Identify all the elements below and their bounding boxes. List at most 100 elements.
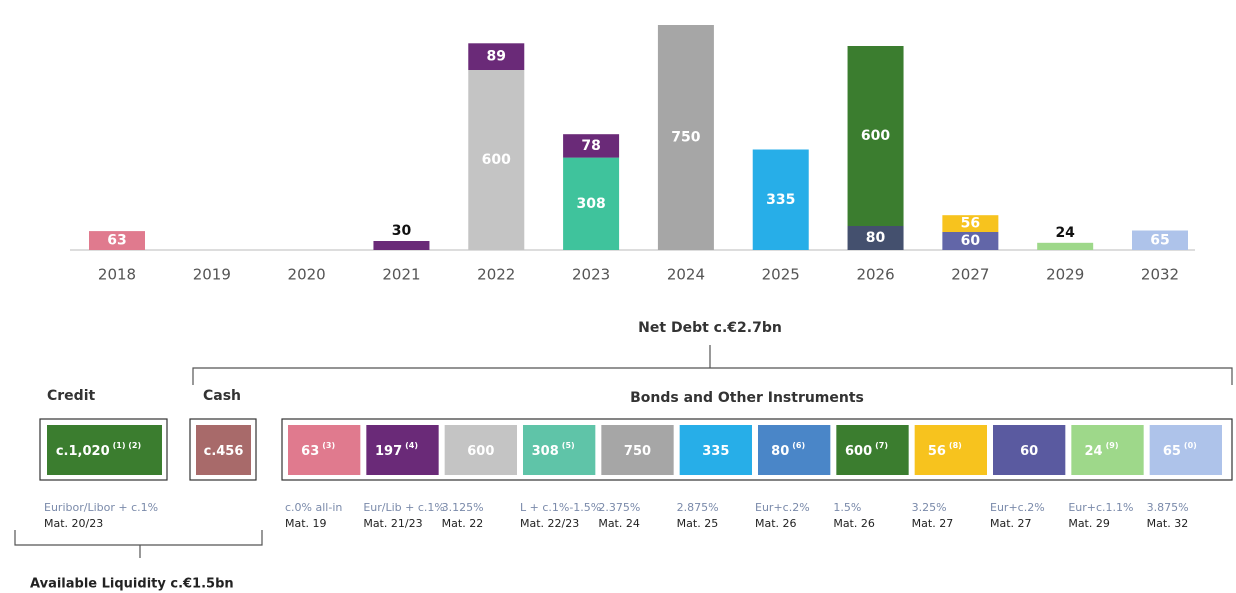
data-label: 750 (671, 130, 700, 146)
data-label: 600 (861, 128, 890, 144)
instrument-maturity: Mat. 25 (677, 517, 719, 530)
instrument-box (993, 425, 1066, 475)
instrument-value: 335 (702, 444, 729, 459)
instrument-value-text: 65 (1163, 444, 1181, 459)
x-tick-label: 2023 (572, 266, 610, 284)
bar-segment (468, 43, 525, 70)
credit-frame (39, 418, 168, 481)
data-label: 56 (961, 216, 980, 232)
liquidity-brace (14, 530, 263, 558)
instrument-rate: Eur+c.2% (755, 501, 810, 514)
instrument-rate: 2.875% (677, 501, 719, 514)
instrument-value-text: 24 (1085, 444, 1103, 459)
bar-segment (847, 46, 904, 226)
bar-segment (847, 226, 904, 250)
data-label: 78 (581, 138, 600, 154)
instrument-value: 308 (5) (532, 441, 575, 459)
bar-segment (563, 157, 620, 250)
instrument-value: 56 (8) (928, 441, 962, 459)
instrument-box (196, 425, 251, 475)
instrument-rate: 1.5% (833, 501, 861, 514)
instrument-rate: Euribor/Libor + c.1% (44, 501, 158, 514)
data-label: 335 (766, 192, 795, 208)
instrument-box (288, 425, 361, 475)
instrument-note: (9) (1106, 441, 1119, 450)
instrument-box (836, 425, 909, 475)
instrument-value: 600 (7) (845, 441, 888, 459)
instrument-box (366, 425, 439, 475)
data-label: 60 (961, 233, 981, 249)
x-tick-label: 2018 (98, 266, 136, 284)
instrument-value: 65 (0) (1163, 441, 1197, 459)
data-label: 80 (866, 230, 886, 246)
data-label: 600 (482, 152, 511, 168)
bar-segment (89, 231, 145, 250)
instrument-box (914, 425, 987, 475)
instrument-value-text: 750 (624, 444, 651, 459)
instrument-value: c.1,020 (1) (2) (56, 441, 141, 459)
instrument-maturity: Mat. 21/23 (363, 517, 422, 530)
bar-segment (468, 70, 525, 250)
instrument-value: 750 (624, 444, 651, 459)
instrument-rate: Eur/Lib + c.1% (363, 501, 445, 514)
instrument-value: c.456 (204, 444, 244, 459)
instrument-value: 63 (3) (301, 441, 335, 459)
instrument-value-text: 600 (845, 444, 872, 459)
x-tick-label: 2032 (1141, 266, 1179, 284)
bar-segment (1132, 230, 1188, 250)
instrument-note: (4) (405, 441, 418, 450)
x-tick-label: 2024 (667, 266, 705, 284)
instrument-rate: L + c.1%-1.5% (520, 501, 601, 514)
instrument-value-text: c.456 (204, 444, 244, 459)
bar-segment (752, 149, 809, 250)
x-tick-label: 2020 (288, 266, 326, 284)
bar-segment (563, 134, 620, 158)
instrument-value: 600 (467, 444, 494, 459)
instrument-box (523, 425, 596, 475)
instrument-value: 80 (6) (771, 441, 805, 459)
net-debt-label: Net Debt c.€2.7bn (638, 320, 782, 336)
instrument-value-text: 335 (702, 444, 729, 459)
net-debt-brace (192, 345, 1233, 385)
instrument-box (1149, 425, 1222, 475)
cash-title: Cash (203, 388, 241, 404)
instrument-rate: 3.25% (912, 501, 947, 514)
data-label: 308 (576, 196, 605, 212)
instrument-rate: 2.375% (598, 501, 640, 514)
instrument-rate: Eur+c.2% (990, 501, 1045, 514)
instrument-rate: c.0% all-in (285, 501, 342, 514)
instrument-note: (6) (792, 441, 805, 450)
instrument-value-text: 197 (375, 444, 402, 459)
cash-frame (189, 418, 257, 481)
bonds-title: Bonds and Other Instruments (630, 390, 864, 406)
x-tick-label: 2029 (1046, 266, 1084, 284)
instrument-value-text: 56 (928, 444, 946, 459)
data-label: 89 (487, 49, 506, 65)
bar-segment (942, 215, 999, 232)
data-label: 65 (1150, 232, 1169, 248)
bar-segment (657, 25, 714, 250)
data-label: 63 (107, 233, 126, 249)
instrument-note: (5) (562, 441, 575, 450)
bonds-frame (281, 418, 1233, 481)
instrument-note: (7) (875, 441, 888, 450)
bar-segment (1037, 242, 1094, 250)
instrument-box (47, 425, 162, 475)
liquidity-label: Available Liquidity c.€1.5bn (30, 577, 234, 592)
bar-segment (942, 232, 999, 250)
x-tick-label: 2026 (856, 266, 894, 284)
instrument-maturity: Mat. 22 (442, 517, 484, 530)
instrument-box (679, 425, 752, 475)
instrument-value-text: c.1,020 (56, 444, 110, 459)
x-tick-label: 2025 (762, 266, 800, 284)
instrument-value-text: 308 (532, 444, 559, 459)
instrument-rate: 3.875% (1147, 501, 1189, 514)
instrument-maturity: Mat. 26 (755, 517, 797, 530)
instrument-note: (8) (949, 441, 962, 450)
instrument-value: 197 (4) (375, 441, 418, 459)
x-tick-label: 2019 (193, 266, 231, 284)
instrument-value: 60 (1020, 444, 1038, 459)
x-tick-label: 2022 (477, 266, 515, 284)
instrument-maturity: Mat. 32 (1147, 517, 1189, 530)
